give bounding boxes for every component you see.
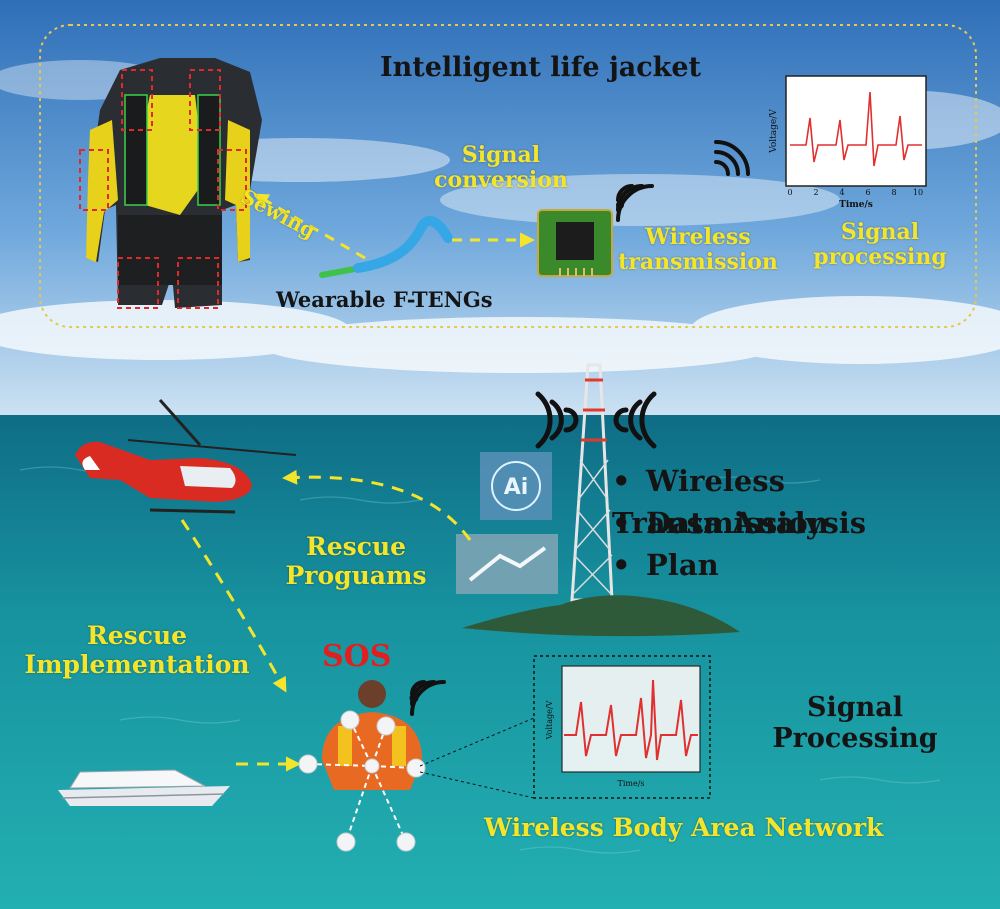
wireless-transmission-label: Wireless transmission <box>608 224 788 276</box>
tower-list-item-wireless: Wireless Transmission <box>612 460 1000 540</box>
rescue-programs-arrow <box>282 469 472 541</box>
tower-list-item-plan: Plan <box>612 544 1000 586</box>
top-chart-tick-2: 2 <box>813 188 818 197</box>
wifi-icon-tower-left <box>535 391 579 449</box>
top-chart-xticks: 0 2 4 6 8 10 <box>787 188 923 197</box>
robot-handshake-thumbnail <box>456 534 558 594</box>
ai-badge-text: Ai <box>504 475 529 500</box>
rescue-programs-label: Rescue Proguams <box>266 532 446 591</box>
rescue-implementation-line-2: Implementation <box>24 649 250 679</box>
tower-list-item-analysis: Data Analysis <box>612 502 1000 544</box>
sos-label: SOS <box>322 639 392 674</box>
fteng-fiber-image <box>319 216 453 278</box>
signal-processing-top-line-2: processing <box>813 244 947 271</box>
top-chart-tick-0: 0 <box>787 188 792 197</box>
wireless-transmission-line-1: Wireless <box>645 224 751 250</box>
top-chart-tick-4: 4 <box>839 188 844 197</box>
helicopter-image <box>75 399 297 514</box>
sensor-node <box>336 832 356 852</box>
tower-function-list: Wireless Transmission Data Analysis Plan <box>612 460 1000 586</box>
life-jacket-panel-frame <box>39 24 977 328</box>
wearable-fteng-label: Wearable F-TENGs <box>276 287 493 312</box>
wban-chart-ylabel: Voltage/V <box>545 700 554 740</box>
person-in-water-image <box>322 680 422 790</box>
top-signal-chart: 0 2 4 6 8 10 Time/s Voltage/V <box>769 75 927 210</box>
signal-processing-bottom-label: Signal Processing <box>760 692 950 754</box>
top-chart-tick-6: 6 <box>865 188 870 197</box>
boat-image <box>58 769 230 806</box>
signal-processing-top-line-1: Signal <box>840 219 920 245</box>
wban-label: Wireless Body Area Network <box>484 813 884 842</box>
chip-image <box>537 209 613 277</box>
sensor-node <box>364 758 380 774</box>
sewing-arrow <box>253 193 366 260</box>
wifi-icon-tower-right <box>613 391 657 449</box>
signal-processing-bottom-line-1: Signal <box>806 692 904 723</box>
sensor-node <box>340 710 360 730</box>
rescue-implementation-line-1: Rescue <box>86 621 188 650</box>
top-chart-tick-8: 8 <box>891 188 896 197</box>
sensor-node <box>406 758 426 778</box>
rescue-implementation-arrow <box>180 519 287 693</box>
sensor-node <box>396 832 416 852</box>
life-jacket-image <box>79 58 262 309</box>
wifi-icon-person <box>409 680 446 716</box>
wban-signal-chart: Voltage/V Time/s <box>419 655 711 799</box>
top-chart-tick-10: 10 <box>913 188 923 197</box>
signal-processing-bottom-line-2: Processing <box>772 723 938 755</box>
wban-chart-xlabel: Time/s <box>617 779 644 788</box>
sensor-node <box>298 754 318 774</box>
island-image <box>462 595 740 637</box>
wifi-icon-top-right <box>714 140 750 176</box>
sensor-node <box>376 716 396 736</box>
rescue-implementation-label: Rescue Implementation <box>12 621 262 680</box>
signal-processing-top-label: Signal processing <box>810 219 950 271</box>
signal-conversion-line-1: Signal <box>461 142 541 168</box>
signal-conversion-line-2: conversion <box>434 167 568 194</box>
top-chart-ylabel: Voltage/V <box>769 109 779 154</box>
top-signal-waveform <box>790 91 922 167</box>
rescue-programs-line-2: Proguams <box>285 560 427 590</box>
wireless-transmission-line-2: transmission <box>618 249 778 276</box>
rescue-programs-line-1: Rescue <box>305 532 407 561</box>
signal-conversion-label: Signal conversion <box>426 142 576 194</box>
ai-thumbnail: Ai <box>480 452 552 520</box>
wban-signal-waveform <box>564 679 698 761</box>
body-sensor-network <box>298 710 426 852</box>
wifi-icon-top-left <box>616 184 654 222</box>
top-chart-xlabel: Time/s <box>839 200 873 210</box>
life-jacket-title: Intelligent life jacket <box>380 52 702 83</box>
